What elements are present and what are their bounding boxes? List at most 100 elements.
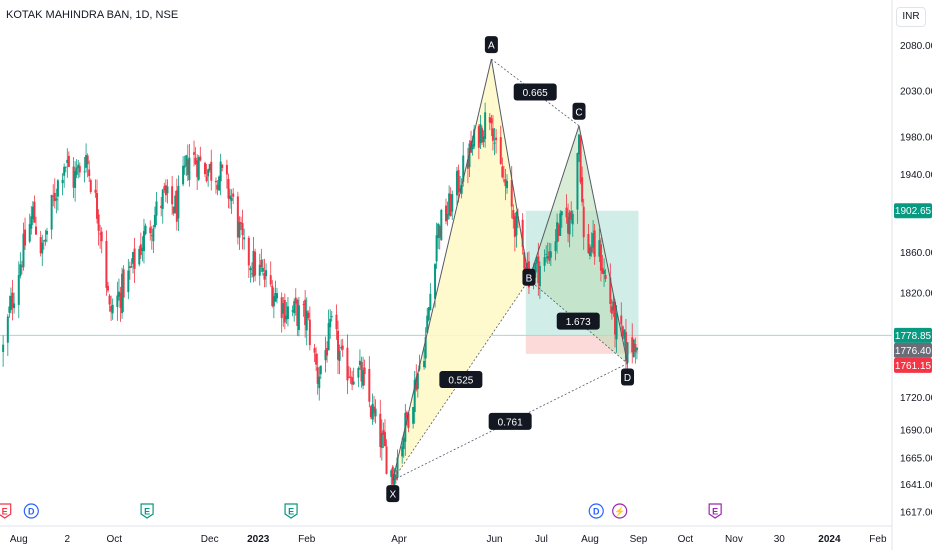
leg-bc[interactable]: [528, 125, 580, 280]
candle-body[interactable]: [624, 332, 627, 362]
candle-body[interactable]: [108, 295, 111, 305]
candle-body[interactable]: [610, 306, 613, 314]
candle-body[interactable]: [214, 180, 217, 183]
candle-body[interactable]: [599, 244, 602, 271]
candle-body[interactable]: [219, 161, 222, 182]
candle-body[interactable]: [33, 201, 36, 223]
pattern-xab-fill[interactable]: [392, 59, 529, 481]
candle-body[interactable]: [471, 144, 474, 150]
candle-body[interactable]: [6, 316, 9, 343]
candle-body[interactable]: [74, 170, 77, 188]
candle-body[interactable]: [132, 252, 135, 264]
candle-body[interactable]: [427, 307, 430, 320]
candle-body[interactable]: [130, 266, 133, 268]
candle-body[interactable]: [434, 264, 437, 299]
candle-body[interactable]: [304, 299, 307, 326]
candle-body[interactable]: [96, 193, 99, 219]
candle-body[interactable]: [119, 292, 122, 308]
candle-body[interactable]: [477, 126, 480, 148]
candle-body[interactable]: [560, 211, 563, 216]
candle-body[interactable]: [218, 176, 221, 191]
candle-body[interactable]: [174, 195, 177, 214]
candle-body[interactable]: [94, 189, 97, 193]
candle-body[interactable]: [216, 184, 219, 190]
candle-body[interactable]: [374, 408, 377, 417]
event-marker-dividend_special[interactable]: ⚡: [612, 503, 628, 519]
candle-body[interactable]: [620, 315, 623, 325]
candle-body[interactable]: [593, 230, 596, 257]
candle-body[interactable]: [121, 273, 124, 314]
candle-body[interactable]: [110, 305, 113, 312]
candle-body[interactable]: [72, 166, 75, 188]
candle-body[interactable]: [53, 192, 56, 202]
candle-body[interactable]: [67, 155, 70, 167]
candle-body[interactable]: [341, 345, 344, 350]
event-marker-split[interactable]: E: [284, 503, 298, 519]
candle-body[interactable]: [204, 163, 207, 175]
candle-body[interactable]: [164, 185, 167, 196]
candle-body[interactable]: [61, 179, 64, 184]
pattern-bcd-fill[interactable]: [528, 125, 628, 364]
candle-body[interactable]: [89, 180, 92, 193]
candle-body[interactable]: [210, 161, 213, 181]
candle-body[interactable]: [39, 237, 42, 254]
candle-body[interactable]: [308, 319, 311, 346]
candle-body[interactable]: [171, 186, 174, 205]
candle-body[interactable]: [106, 285, 109, 291]
candle-body[interactable]: [582, 206, 585, 238]
candle-body[interactable]: [45, 230, 48, 235]
candle-body[interactable]: [128, 266, 131, 269]
candle-body[interactable]: [122, 269, 125, 298]
candle-body[interactable]: [194, 157, 197, 165]
candle-body[interactable]: [623, 330, 626, 340]
candle-body[interactable]: [423, 360, 426, 368]
candle-body[interactable]: [63, 166, 66, 176]
candle-body[interactable]: [286, 306, 289, 320]
candle-body[interactable]: [31, 206, 34, 220]
candle-body[interactable]: [239, 222, 242, 224]
candle-body[interactable]: [634, 343, 637, 353]
candle-body[interactable]: [160, 205, 163, 209]
candle-body[interactable]: [274, 293, 277, 302]
candle-body[interactable]: [24, 229, 27, 246]
candle-body[interactable]: [448, 193, 451, 216]
candle-body[interactable]: [8, 306, 11, 313]
candle-body[interactable]: [297, 305, 300, 331]
candle-body[interactable]: [85, 155, 88, 168]
candle-body[interactable]: [275, 293, 278, 299]
candle-body[interactable]: [609, 277, 612, 305]
candle-body[interactable]: [592, 233, 595, 248]
candle-body[interactable]: [424, 337, 427, 359]
candle-body[interactable]: [451, 194, 454, 212]
candle-body[interactable]: [482, 136, 485, 143]
candle-body[interactable]: [548, 251, 551, 261]
candle-body[interactable]: [460, 185, 463, 194]
candle-body[interactable]: [272, 296, 275, 307]
candle-body[interactable]: [391, 466, 394, 485]
candle-body[interactable]: [337, 330, 340, 360]
candle-body[interactable]: [504, 179, 507, 187]
event-marker-dividend[interactable]: D: [23, 503, 39, 519]
candle-body[interactable]: [390, 470, 393, 477]
candle-body[interactable]: [152, 228, 155, 242]
candle-body[interactable]: [144, 225, 147, 235]
candle-body[interactable]: [373, 406, 376, 414]
candle-body[interactable]: [186, 159, 189, 175]
candle-body[interactable]: [188, 157, 191, 180]
candle-body[interactable]: [263, 273, 266, 280]
candle-body[interactable]: [455, 171, 458, 196]
candle-body[interactable]: [86, 155, 89, 165]
candle-body[interactable]: [581, 177, 584, 203]
candle-body[interactable]: [161, 189, 164, 209]
candle-body[interactable]: [252, 251, 255, 277]
leg-cd[interactable]: [578, 125, 629, 364]
candle-body[interactable]: [127, 270, 130, 293]
candle-body[interactable]: [349, 376, 352, 378]
candle-body[interactable]: [360, 362, 363, 382]
candle-body[interactable]: [446, 214, 449, 220]
candle-body[interactable]: [139, 244, 142, 255]
candle-body[interactable]: [380, 432, 383, 449]
candle-body[interactable]: [495, 137, 498, 141]
candle-body[interactable]: [502, 179, 505, 181]
candle-body[interactable]: [571, 213, 574, 225]
